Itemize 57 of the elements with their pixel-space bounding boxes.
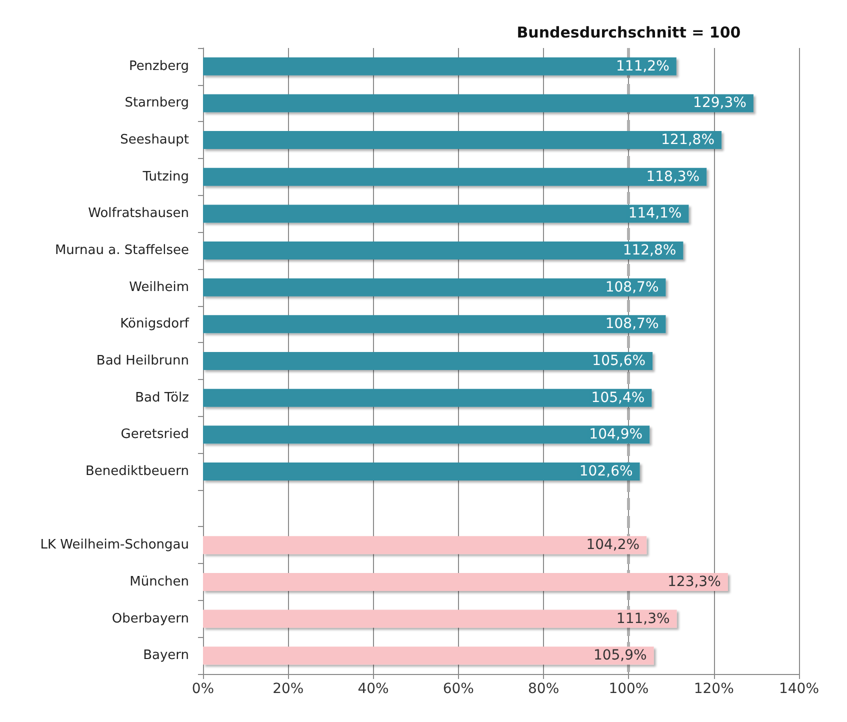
y-tick-label: Starnberg <box>124 96 189 111</box>
y-tick-label: Seeshaupt <box>120 132 189 148</box>
y-tick-label: Penzberg <box>128 58 189 74</box>
data-label: 105,9% <box>593 648 647 664</box>
y-tick-label: Tutzing <box>142 169 189 184</box>
bar <box>203 242 684 260</box>
bar <box>203 315 666 334</box>
y-tick-label: Geretsried <box>120 427 189 442</box>
y-tick-label: Bayern <box>143 648 189 664</box>
bar <box>203 204 689 223</box>
data-label: 114,1% <box>628 206 682 222</box>
y-tick-label: Bad Heilbrunn <box>96 354 189 368</box>
data-label: 105,4% <box>591 390 645 406</box>
y-tick-label: München <box>130 574 189 590</box>
bar <box>203 131 722 150</box>
y-tick-label: Wolfratshausen <box>88 206 189 222</box>
x-tick-label: 100% <box>608 681 649 697</box>
x-tick-label: 60% <box>442 681 474 697</box>
bar <box>203 278 666 296</box>
data-label: 102,6% <box>579 463 633 480</box>
data-label: 108,7% <box>605 279 659 296</box>
bar <box>203 388 652 407</box>
bar <box>203 646 654 665</box>
y-tick-label: Murnau a. Staffelsee <box>54 243 189 258</box>
x-tick-label: 80% <box>528 681 560 697</box>
x-tick-label: 120% <box>694 681 734 697</box>
x-tick-label: 40% <box>358 681 389 697</box>
data-label: 129,3% <box>693 95 746 112</box>
x-tick-label: 140% <box>778 681 820 697</box>
bar <box>203 426 650 444</box>
bar <box>203 572 728 591</box>
bar <box>203 94 754 112</box>
x-tick-label: 20% <box>272 681 304 697</box>
y-tick-label: Benediktbeuern <box>86 464 189 479</box>
data-label: 123,3% <box>668 574 721 590</box>
y-tick-label: LK Weilheim-Schongau <box>40 538 189 553</box>
y-tick-label: Bad Tölz <box>135 390 190 406</box>
data-label: 112,8% <box>622 242 676 259</box>
bar <box>203 536 647 554</box>
bar <box>203 57 676 76</box>
y-tick-label: Königsdorf <box>120 316 190 332</box>
bar <box>203 168 707 186</box>
y-tick-label: Oberbayern <box>112 611 189 626</box>
data-label: 111,3% <box>616 610 670 627</box>
data-label: 118,3% <box>646 168 700 185</box>
data-label: 121,8% <box>661 132 715 148</box>
data-label: 104,2% <box>586 537 640 554</box>
data-label: 108,7% <box>605 316 659 332</box>
data-label: 111,2% <box>616 58 670 74</box>
y-tick-label: Weilheim <box>129 280 189 295</box>
bar <box>203 610 677 628</box>
x-tick-label: 0% <box>192 681 214 697</box>
bar <box>203 352 653 370</box>
bar <box>203 462 640 480</box>
ref-line-label: Bundesdurchschnitt = 100 <box>516 24 741 42</box>
data-label: 105,6% <box>592 353 646 369</box>
data-label: 104,9% <box>589 426 643 443</box>
